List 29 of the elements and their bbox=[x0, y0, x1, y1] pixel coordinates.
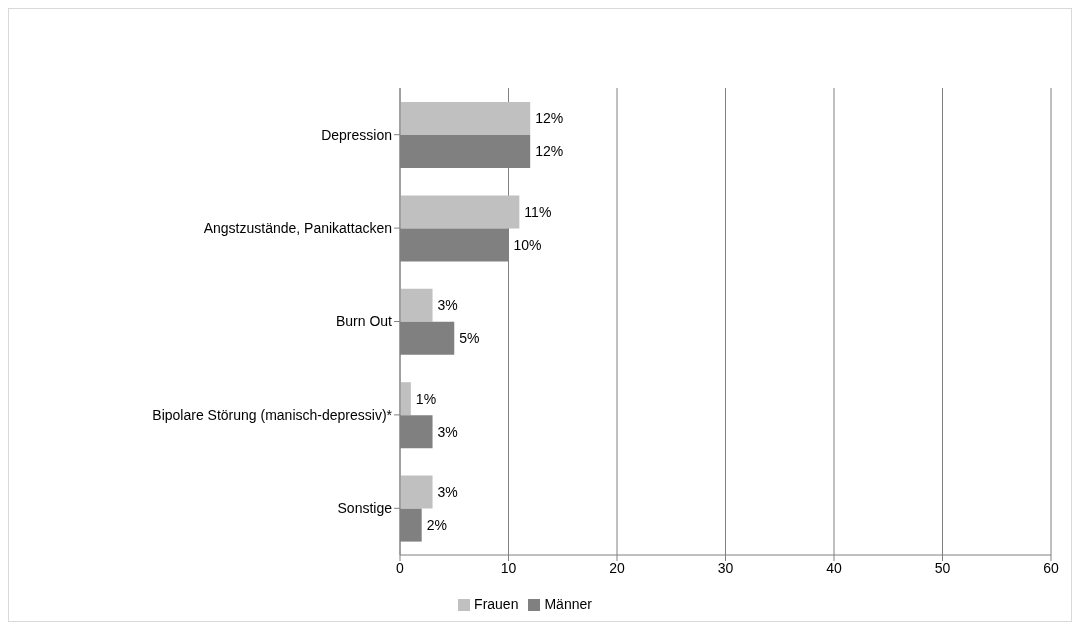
bar bbox=[400, 382, 411, 416]
data-label: 3% bbox=[437, 423, 458, 440]
bar bbox=[400, 475, 433, 509]
y-tick-label: Burn Out bbox=[335, 313, 393, 330]
x-tick-label: 30 bbox=[717, 559, 734, 576]
data-label: 2% bbox=[426, 517, 447, 534]
x-tick-label: 40 bbox=[826, 559, 842, 576]
data-label: 1% bbox=[415, 390, 437, 407]
bar bbox=[400, 102, 531, 136]
data-label: 5% bbox=[459, 330, 480, 347]
bar bbox=[400, 195, 520, 229]
y-tick-label: Angstzustände, Panikattacken bbox=[203, 220, 392, 237]
bar bbox=[400, 288, 433, 322]
data-label: 12% bbox=[535, 143, 564, 160]
x-tick-label: 0 bbox=[396, 559, 405, 576]
data-label: 10% bbox=[513, 236, 542, 253]
x-tick-label: 10 bbox=[500, 559, 517, 576]
data-label: 3% bbox=[437, 297, 458, 314]
data-label: 3% bbox=[437, 484, 458, 501]
y-tick-label: Depression bbox=[321, 126, 392, 143]
y-tick-label: Sonstige bbox=[337, 500, 393, 517]
data-label: 11% bbox=[524, 203, 552, 220]
legend-label: Frauen bbox=[474, 596, 519, 612]
y-tick-label: Bipolare Störung (manisch-depressiv)* bbox=[152, 406, 393, 423]
data-label: 12% bbox=[535, 110, 564, 127]
x-tick-label: 60 bbox=[1043, 559, 1059, 576]
x-tick-label: 20 bbox=[609, 559, 625, 576]
x-tick-label: 50 bbox=[934, 559, 951, 576]
legend-label: Männer bbox=[544, 596, 592, 612]
